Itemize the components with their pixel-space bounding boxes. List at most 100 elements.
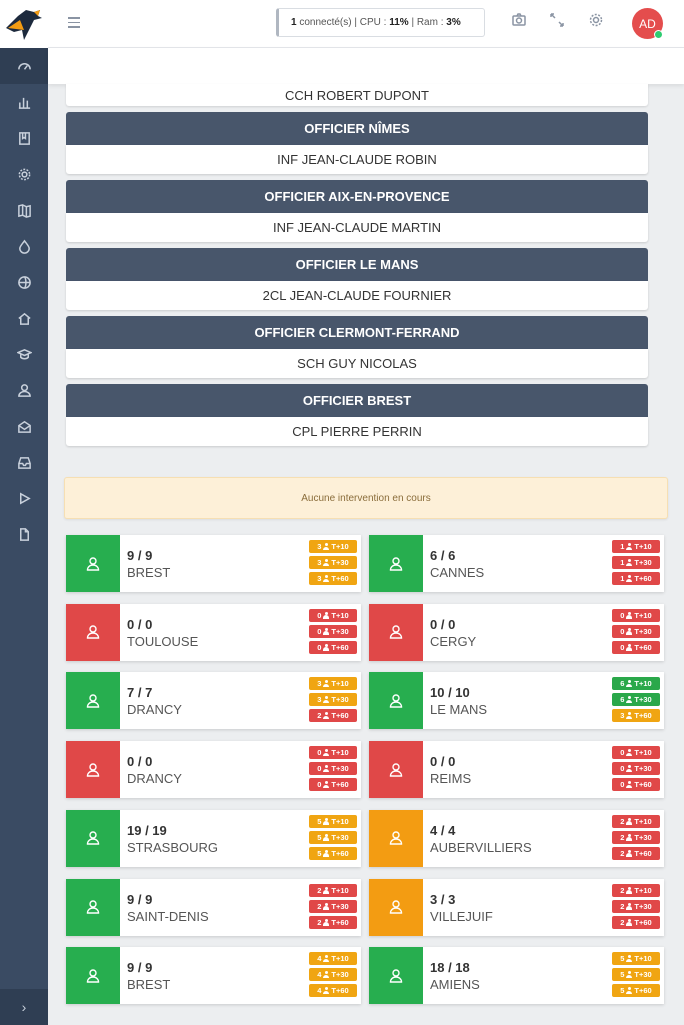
dashboard-icon[interactable] xyxy=(0,48,48,84)
station-card[interactable]: 0 / 0 REIMS 0 T+10 0 T+30 0 T+60 xyxy=(369,741,664,799)
inbox-icon[interactable] xyxy=(0,444,48,480)
station-count: 0 / 0 xyxy=(430,754,456,770)
fullscreen-icon[interactable] xyxy=(549,12,567,30)
station-card[interactable]: 6 / 6 CANNES 1 T+10 1 T+30 1 T+60 xyxy=(369,535,664,592)
station-count: 9 / 9 xyxy=(127,960,153,976)
person-icon xyxy=(323,611,330,619)
station-card[interactable]: 9 / 9 SAINT-DENIS 2 T+10 2 T+30 2 T+60 xyxy=(66,878,361,936)
home-icon[interactable] xyxy=(0,300,48,336)
subheader-bar xyxy=(48,48,684,84)
station-card[interactable]: 7 / 7 DRANCY 3 T+10 3 T+30 2 T+60 xyxy=(66,672,361,730)
chevron-right-icon[interactable]: › xyxy=(0,989,48,1025)
badge-time: T+10 xyxy=(634,816,652,826)
officer-block: OFFICIER AIX-EN-PROVENCE INF JEAN-CLAUDE… xyxy=(66,180,648,242)
play-icon[interactable] xyxy=(0,480,48,516)
user-icon xyxy=(66,535,120,592)
availability-badge: 3 T+30 xyxy=(309,556,357,569)
station-count: 3 / 3 xyxy=(430,891,456,907)
badge-count: 2 xyxy=(317,901,322,911)
station-count: 4 / 4 xyxy=(430,822,456,838)
availability-badge: 5 T+30 xyxy=(309,830,357,844)
badge-time: T+30 xyxy=(331,832,349,842)
station-card[interactable]: 0 / 0 TOULOUSE 0 T+10 0 T+30 0 T+60 xyxy=(66,603,361,661)
person-icon xyxy=(323,918,330,926)
station-card[interactable]: 10 / 10 LE MANS 6 T+10 6 T+30 3 T+60 xyxy=(369,672,664,730)
station-card[interactable]: 4 / 4 AUBERVILLIERS 2 T+10 2 T+30 2 T+60 xyxy=(369,809,664,867)
badge-count: 2 xyxy=(317,885,322,895)
ram-value: 3% xyxy=(446,17,461,28)
badge-time: T+30 xyxy=(331,901,349,911)
availability-badge: 2 T+30 xyxy=(612,830,660,844)
badge-time: T+10 xyxy=(634,885,652,895)
badge-time: T+30 xyxy=(634,970,652,980)
person-icon xyxy=(323,643,330,651)
station-card[interactable]: 18 / 18 AMIENS 5 T+10 5 T+30 5 T+60 xyxy=(369,947,664,1005)
availability-badge: 1 T+60 xyxy=(612,572,660,585)
person-icon xyxy=(323,680,330,688)
station-city: CERGY xyxy=(430,633,477,649)
availability-badge: 5 T+30 xyxy=(612,968,660,982)
user-icon xyxy=(66,741,120,799)
availability-badge: 5 T+60 xyxy=(309,846,357,860)
badge-count: 5 xyxy=(620,986,625,996)
badge-time: T+30 xyxy=(634,558,652,567)
badge-count: 6 xyxy=(620,695,625,705)
file-icon[interactable] xyxy=(0,516,48,552)
badge-count: 3 xyxy=(317,679,322,689)
badge-time: T+30 xyxy=(331,695,349,705)
badge-time: T+60 xyxy=(634,917,652,927)
availability-badge: 3 T+10 xyxy=(309,540,357,553)
sidebar: › xyxy=(0,0,48,1025)
person-icon xyxy=(323,712,330,720)
badge-time: T+10 xyxy=(331,748,349,758)
settings-icon[interactable] xyxy=(588,12,606,30)
station-city: BREST xyxy=(127,977,171,993)
gear-icon[interactable] xyxy=(0,156,48,192)
person-icon xyxy=(626,575,633,582)
badge-count: 2 xyxy=(620,848,625,858)
graduation-cap-icon[interactable] xyxy=(0,336,48,372)
station-card[interactable]: 0 / 0 CERGY 0 T+10 0 T+30 0 T+60 xyxy=(369,603,664,661)
badge-time: T+10 xyxy=(331,679,349,689)
badge-time: T+30 xyxy=(634,901,652,911)
availability-badges: 1 T+10 1 T+30 1 T+60 xyxy=(612,540,660,588)
camera-icon[interactable] xyxy=(511,12,529,30)
globe-icon[interactable] xyxy=(0,264,48,300)
station-card[interactable]: 19 / 19 STRASBOURG 5 T+10 5 T+30 5 T+60 xyxy=(66,809,361,867)
availability-badge: 0 T+60 xyxy=(612,640,660,654)
availability-badges: 3 T+10 3 T+30 3 T+60 xyxy=(309,540,357,588)
badge-time: T+30 xyxy=(331,558,349,567)
station-card[interactable]: 3 / 3 VILLEJUIF 2 T+10 2 T+30 2 T+60 xyxy=(369,878,664,936)
badge-count: 4 xyxy=(317,970,322,980)
map-icon[interactable] xyxy=(0,192,48,228)
person-icon xyxy=(323,971,330,979)
availability-badges: 2 T+10 2 T+30 2 T+60 xyxy=(309,883,357,932)
station-card[interactable]: 0 / 0 DRANCY 0 T+10 0 T+30 0 T+60 xyxy=(66,741,361,799)
mail-open-icon[interactable] xyxy=(0,408,48,444)
badge-count: 2 xyxy=(620,832,625,842)
station-count: 0 / 0 xyxy=(127,754,153,770)
badge-time: T+10 xyxy=(634,679,652,689)
user-icon xyxy=(369,947,423,1005)
station-count: 18 / 18 xyxy=(430,960,470,976)
person-icon xyxy=(323,886,330,894)
cpu-value: 11% xyxy=(389,17,409,28)
station-city: REIMS xyxy=(430,771,472,787)
person-icon xyxy=(626,543,633,550)
officer-block: OFFICIER NÎMES INF JEAN-CLAUDE ROBIN xyxy=(66,112,648,174)
station-card[interactable]: 9 / 9 BREST 4 T+10 4 T+30 4 T+60 xyxy=(66,947,361,1005)
availability-badge: 0 T+30 xyxy=(309,762,357,776)
avatar[interactable]: AD xyxy=(632,8,663,39)
connected-count: 1 xyxy=(291,17,297,28)
badge-count: 1 xyxy=(620,542,625,551)
menu-icon[interactable] xyxy=(68,17,80,28)
availability-badge: 2 T+10 xyxy=(612,883,660,897)
bar-chart-icon[interactable] xyxy=(0,84,48,120)
station-city: DRANCY xyxy=(127,702,182,718)
badge-count: 0 xyxy=(620,642,625,652)
user-icon[interactable] xyxy=(0,372,48,408)
eagle-logo[interactable] xyxy=(0,0,48,48)
book-icon[interactable] xyxy=(0,120,48,156)
station-card[interactable]: 9 / 9 BREST 3 T+10 3 T+30 3 T+60 xyxy=(66,535,361,592)
drop-icon[interactable] xyxy=(0,228,48,264)
